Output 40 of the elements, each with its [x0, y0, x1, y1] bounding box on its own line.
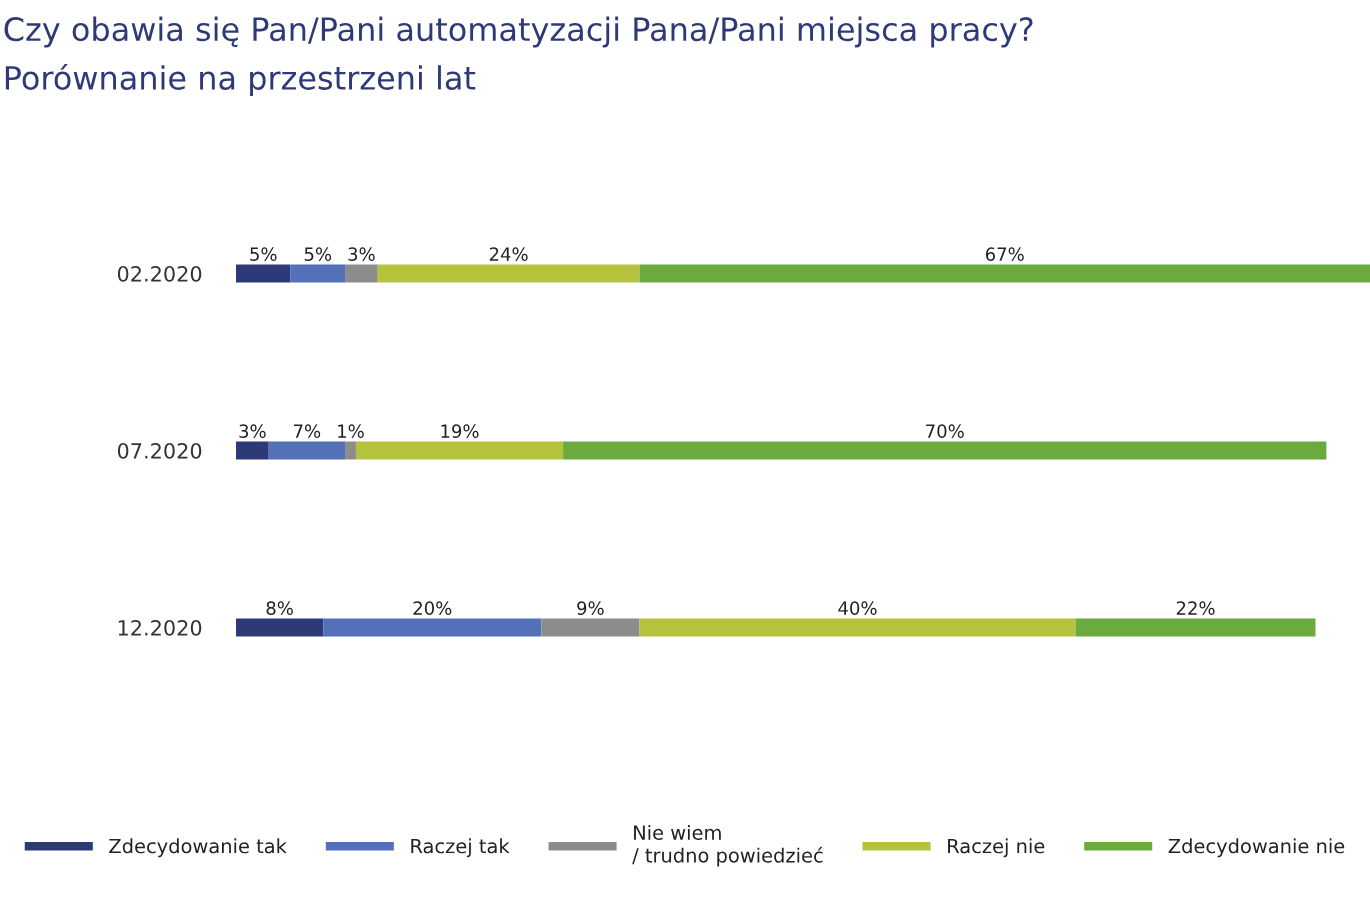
bar	[236, 441, 269, 460]
y-tick-label: 07.2020	[117, 442, 202, 459]
bar	[268, 441, 346, 460]
data-label: 1%	[338, 424, 364, 438]
bar	[541, 618, 640, 637]
data-label: 7%	[294, 424, 321, 438]
data-label: 67%	[985, 247, 1024, 261]
bar	[345, 264, 378, 283]
data-label: 8%	[266, 601, 293, 615]
data-label: 70%	[926, 424, 964, 438]
data-label: 40%	[838, 601, 877, 615]
y-tick-label: 02.2020	[117, 265, 202, 282]
legend-label: Nie wiem / trudno powiedzieć	[632, 824, 823, 867]
data-label: 22%	[1176, 601, 1215, 615]
chart-title: Czy obawia się Pan/Pani automatyzacji Pana/Pani miejsca pracy?	[4, 16, 1033, 48]
legend-label: Raczej tak	[411, 838, 510, 858]
bar	[639, 264, 1370, 283]
y-tick-label: 12.2020	[118, 619, 202, 636]
data-label: 3%	[348, 247, 375, 261]
bar	[355, 441, 564, 460]
data-label: 3%	[239, 424, 266, 438]
bar	[1075, 618, 1316, 637]
bar	[290, 264, 346, 283]
data-label: 5%	[304, 247, 332, 261]
bar	[639, 618, 1076, 637]
legend-label: Zdecydowanie tak	[109, 838, 287, 858]
bar	[236, 264, 291, 283]
data-label: 19%	[441, 424, 479, 438]
bar	[236, 618, 324, 637]
legend-label: Zdecydowanie nie	[1168, 838, 1345, 858]
bar	[323, 618, 542, 637]
data-label: 20%	[413, 601, 452, 615]
chart-subtitle: Porównanie na przestrzeni lat	[5, 63, 476, 97]
bar	[377, 264, 640, 283]
data-label: 5%	[250, 247, 277, 261]
bar	[563, 441, 1327, 460]
bar	[345, 441, 356, 460]
data-label: 24%	[489, 247, 528, 261]
data-label: 9%	[577, 601, 604, 615]
legend-label: Raczej nie	[948, 838, 1045, 858]
